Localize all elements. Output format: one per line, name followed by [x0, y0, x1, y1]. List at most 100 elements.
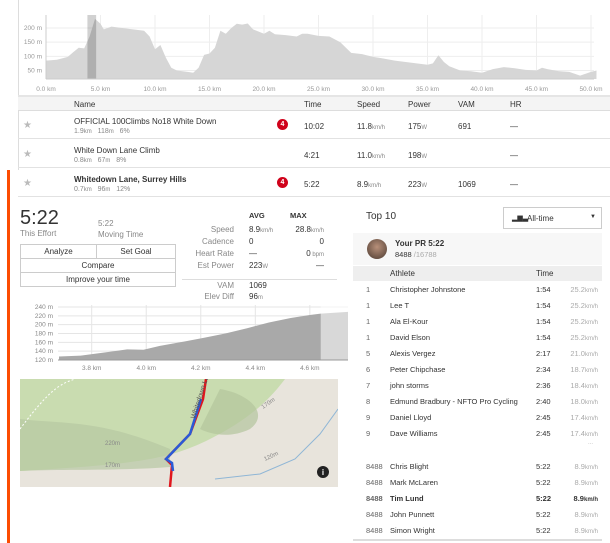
- rank: 8488: [366, 462, 383, 471]
- segment-map[interactable]: Whitedown Lane 220m 170m 170m 120m i: [20, 379, 338, 487]
- athlete-name[interactable]: Chris Blight: [390, 462, 429, 471]
- leaderboard-row[interactable]: 8488 Mark McLaren 5:22 8.9km/h: [353, 474, 602, 490]
- col-name[interactable]: Name: [74, 100, 96, 109]
- athlete-name[interactable]: john storms: [390, 381, 429, 390]
- y-tick-label: 220 m: [35, 313, 53, 320]
- athlete-name[interactable]: Alexis Vergez: [390, 349, 436, 358]
- leaderboard-row[interactable]: 7 john storms 2:36 18.4km/h: [353, 378, 602, 394]
- segment-name[interactable]: White Down Lane Climb: [74, 146, 160, 155]
- athlete-name[interactable]: Christopher Johnstone: [390, 285, 466, 294]
- effort-speed: 21.0km/h: [570, 349, 598, 358]
- stat-avg: 0: [249, 237, 254, 246]
- stat-max: 28.8km/h: [295, 225, 324, 234]
- stat-label: Heart Rate: [195, 249, 234, 258]
- info-icon[interactable]: i: [317, 466, 329, 478]
- y-tick-label: 140 m: [35, 348, 53, 355]
- effort-speed: 18.0km/h: [570, 397, 598, 406]
- x-tick-label: 45.0 km: [525, 86, 548, 93]
- segment-vam: 691: [458, 122, 472, 131]
- contour-label: 220m: [105, 441, 120, 447]
- segment-row[interactable]: ★ Whitedown Lane, Surrey Hills 0.7km 96m 1…: [18, 169, 610, 197]
- athlete-name[interactable]: Dave Williams: [390, 429, 438, 438]
- divider: [182, 279, 337, 280]
- vam-value: 1069: [249, 281, 267, 290]
- segment-row[interactable]: ★ White Down Lane Climb 0.8km 67m 8% 4:21 11…: [18, 140, 610, 168]
- athlete-name[interactable]: Tim Lund: [390, 494, 424, 503]
- effort-speed: 18.4km/h: [570, 381, 598, 390]
- x-tick-label: 15.0 km: [198, 86, 221, 93]
- set-goal-button[interactable]: Set Goal: [96, 244, 176, 259]
- leaderboard-row[interactable]: 8 Edmund Bradbury - NFTO Pro Cycling 2:40 1…: [353, 394, 602, 410]
- rank: 9: [366, 429, 371, 438]
- leaderboard-row[interactable]: 1 Christopher Johnstone 1:54 25.2km/h: [353, 282, 602, 298]
- leaderboard-row[interactable]: 8488 Simon Wright 5:22 8.9km/h: [353, 522, 602, 538]
- climb-category-badge: 4: [277, 177, 288, 188]
- athlete-name[interactable]: Peter Chipchase: [390, 365, 446, 374]
- x-tick-label: 4.0 km: [136, 365, 156, 372]
- leaderboard-row[interactable]: 6 Peter Chipchase 2:34 18.7km/h: [353, 362, 602, 378]
- segment-row[interactable]: ★ OFFICIAL 100Climbs No18 White Down 1.9km…: [18, 111, 610, 139]
- improve-time-button[interactable]: Improve your time: [20, 272, 176, 287]
- effort-time: 5:22: [536, 494, 552, 503]
- effort-time: 1:54: [536, 301, 551, 310]
- col-hr[interactable]: HR: [510, 100, 522, 109]
- timeframe-dropdown[interactable]: ▂▆▃ All-time ▼: [503, 207, 602, 229]
- segment-name[interactable]: Whitedown Lane, Surrey Hills: [74, 175, 187, 184]
- effort-time: 5:22: [20, 207, 59, 229]
- effort-time: 2:36: [536, 381, 551, 390]
- athlete-name[interactable]: Simon Wright: [390, 526, 435, 535]
- star-icon[interactable]: ★: [23, 149, 32, 160]
- elev-diff-label: Elev Diff: [204, 292, 234, 301]
- col-time[interactable]: Time: [304, 100, 322, 109]
- rank: 8488: [366, 526, 383, 535]
- stat-max: 0 bpm: [306, 249, 324, 258]
- effort-time: 5:22: [536, 478, 551, 487]
- col-speed[interactable]: Speed: [357, 100, 381, 109]
- effort-time: 2:45: [536, 429, 551, 438]
- athlete-name[interactable]: David Elson: [390, 333, 431, 342]
- x-tick-label: 50.0 km: [579, 86, 602, 93]
- athlete-name[interactable]: Mark McLaren: [390, 478, 438, 487]
- leaderboard-header: Athlete Time: [353, 266, 602, 281]
- leaderboard-row[interactable]: 1 David Elson 1:54 25.2km/h: [353, 330, 602, 346]
- effort-time: 2:17: [536, 349, 551, 358]
- your-pr-panel: Your PR 5:22 8488 /16788: [353, 233, 602, 265]
- col-vam[interactable]: VAM: [458, 100, 475, 109]
- segment-name[interactable]: OFFICIAL 100Climbs No18 White Down: [74, 117, 217, 126]
- segment-stats: 0.8km 67m 8%: [74, 157, 127, 164]
- effort-speed: 8.9km/h: [574, 510, 598, 519]
- leaderboard-row[interactable]: 9 Daniel Lloyd 2:45 17.4km/h: [353, 410, 602, 426]
- athlete-name[interactable]: Daniel Lloyd: [390, 413, 432, 422]
- segment-power: 175W: [408, 122, 428, 131]
- avatar[interactable]: [367, 239, 387, 259]
- compare-button[interactable]: Compare: [20, 258, 176, 273]
- col-power[interactable]: Power: [408, 100, 431, 109]
- leaderboard-row[interactable]: 8488 Chris Blight 5:22 8.9km/h: [353, 458, 602, 474]
- leaderboard-row[interactable]: 9 Dave Williams 2:45 17.4km/h: [353, 426, 602, 442]
- leaderboard-row[interactable]: 8488 Tim Lund 5:22 8.9km/h: [353, 490, 602, 506]
- leaderboard-row[interactable]: 1 Lee T 1:54 25.2km/h: [353, 298, 602, 314]
- y-tick-label: 50 m: [28, 68, 42, 75]
- star-icon[interactable]: ★: [23, 178, 32, 189]
- bar-chart-icon: ▂▆▃: [512, 215, 529, 222]
- leaderboard-title: Top 10: [366, 211, 397, 222]
- analyze-button[interactable]: Analyze: [20, 244, 97, 259]
- elevation-overview-chart[interactable]: 0.0 km 5.0 km 10.0 km 15.0 km 20.0 km 25.0 km…: [0, 0, 610, 95]
- leaderboard-row[interactable]: 8488 John Punnett 5:22 8.9km/h: [353, 506, 602, 522]
- segments-table-header: Name Time Speed Power VAM HR: [18, 95, 610, 111]
- segment-hr: —: [510, 180, 518, 189]
- athlete-name[interactable]: Lee T: [390, 301, 410, 310]
- athlete-name[interactable]: John Punnett: [390, 510, 435, 519]
- athlete-name[interactable]: Edmund Bradbury - NFTO Pro Cycling: [390, 397, 518, 406]
- star-icon[interactable]: ★: [23, 120, 32, 131]
- effort-speed: 18.7km/h: [570, 365, 598, 374]
- x-tick-label: 20.0 km: [252, 86, 275, 93]
- leaderboard-row[interactable]: 5 Alexis Vergez 2:17 21.0km/h: [353, 346, 602, 362]
- leaderboard-row[interactable]: 1 Ala El-Kour 1:54 25.2km/h: [353, 314, 602, 330]
- x-tick-label: 5.0 km: [91, 86, 111, 93]
- stat-avg: 223W: [249, 261, 269, 270]
- athlete-name[interactable]: Ala El-Kour: [390, 317, 428, 326]
- x-tick-label: 35.0 km: [416, 86, 439, 93]
- ellipsis: ...: [588, 440, 594, 446]
